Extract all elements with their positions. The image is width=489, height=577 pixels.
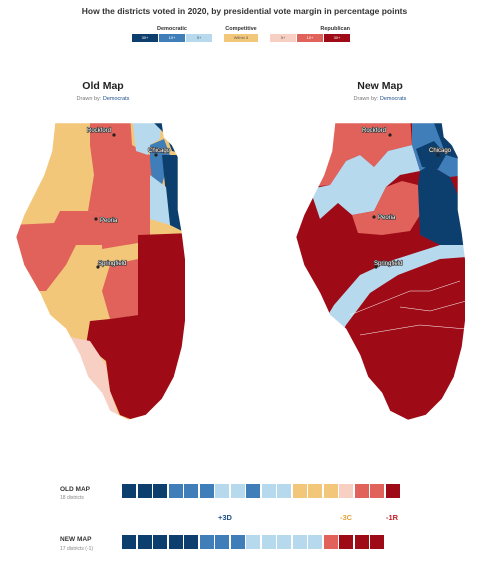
old-district-north-suburb: [132, 123, 162, 155]
old-district-south: [86, 233, 185, 420]
new-strip-change: (-1): [85, 546, 94, 552]
new-map-title: New Map: [357, 80, 403, 92]
old-map-title: Old Map: [82, 80, 124, 92]
new-map: Rockford Chicago Peoria Springfield: [295, 122, 465, 421]
old-map-outline: [15, 122, 185, 421]
new-springfield-marker: [374, 265, 378, 269]
old-strip-district-cell: [137, 484, 152, 498]
new-map-drawn-by-prefix: Drawn by:: [353, 96, 379, 102]
annotation-rep: -1R: [386, 513, 399, 522]
new-strip-label: NEW MAP: [60, 536, 92, 543]
new-district-peoria: [352, 181, 420, 235]
legend-dem-5: 5+: [186, 34, 212, 42]
new-strip-count: 17 districts: [60, 546, 84, 552]
old-peoria-marker: [94, 217, 98, 221]
new-strip-district-cell: [323, 535, 338, 549]
new-strip-district-cell: [370, 535, 384, 549]
new-chicago-marker: [436, 153, 440, 157]
old-strip-district-cell: [261, 484, 276, 498]
new-strip-district-cell: [215, 535, 229, 549]
new-strip-district-cell: [122, 535, 136, 549]
old-strip-sub: 18 districts: [60, 495, 84, 501]
old-map-drawn-by: Drawn by: Democrats: [28, 96, 178, 102]
legend-competitive-label: Competitive: [225, 26, 257, 32]
old-strip-district-cell: [184, 484, 198, 498]
old-district-strip: [122, 484, 400, 498]
chart-title: How the districts voted in 2020, by pres…: [81, 6, 408, 16]
new-strip-district-cell: [261, 535, 276, 549]
new-map-outline: [295, 122, 465, 421]
new-label-springfield: Springfield: [374, 261, 402, 267]
legend-competitive-within5: Within 5: [224, 34, 258, 42]
new-rockford-marker: [388, 133, 392, 137]
legend-dem-10: 10+: [159, 34, 185, 42]
old-strip-label: OLD MAP: [60, 486, 90, 493]
legend-rep-30: 30+: [324, 34, 350, 42]
old-label-springfield: Springfield: [98, 261, 126, 267]
new-strip-sub: 17 districts (-1): [60, 546, 93, 552]
new-strip-district-cell: [292, 535, 307, 549]
old-strip-district-cell: [215, 484, 229, 498]
new-strip-district-cell: [246, 535, 260, 549]
legend-competitive: Competitive Within 5: [224, 26, 258, 42]
new-strip-district-cell: [339, 535, 353, 549]
old-strip-district-cell: [230, 484, 245, 498]
new-district-chicago-south: [418, 165, 465, 245]
new-strip-district-cell: [277, 535, 291, 549]
old-district-springfield: [102, 259, 138, 319]
annotation-dem: +3D: [218, 513, 232, 522]
new-label-peoria: Peoria: [378, 215, 396, 221]
new-strip-district-cell: [308, 535, 322, 549]
old-strip-district-cell: [153, 484, 167, 498]
new-district-chicago-west: [416, 141, 446, 169]
new-district-northwest-corridor: [310, 145, 420, 219]
new-map-inner-borders: [349, 280, 465, 336]
new-peoria-marker: [372, 215, 376, 219]
new-label-rockford: Rockford: [362, 128, 386, 134]
old-strip-district-cell: [370, 484, 384, 498]
old-strip-district-cell: [385, 484, 400, 498]
old-strip-district-cell: [339, 484, 353, 498]
new-strip-district-cell: [199, 535, 214, 549]
legend-republican-label: Republican: [320, 26, 350, 32]
new-strip-district-cell: [230, 535, 245, 549]
old-springfield-marker: [96, 265, 100, 269]
legend-dem-30: 30+: [132, 34, 158, 42]
new-strip-district-cell: [168, 535, 183, 549]
old-map: Rockford Chicago Peoria Springfield: [15, 122, 185, 421]
old-strip-district-cell: [122, 484, 136, 498]
legend-republican: Republican 5+ 10+ 30+: [270, 26, 350, 42]
old-strip-district-cell: [277, 484, 291, 498]
annotation-competitive: -3C: [340, 513, 353, 522]
old-strip-district-cell: [168, 484, 183, 498]
old-strip-district-cell: [308, 484, 322, 498]
old-map-drawn-by-prefix: Drawn by:: [76, 96, 102, 102]
new-map-drawn-by: Drawn by: Democrats: [305, 96, 455, 102]
old-district-west-central: [16, 211, 102, 291]
new-strip-district-cell: [354, 535, 369, 549]
old-rockford-marker: [112, 133, 116, 137]
old-strip-district-cell: [292, 484, 307, 498]
old-strip-district-cell: [199, 484, 214, 498]
old-district-southwest-suburb: [150, 175, 170, 225]
old-strip-district-cell: [354, 484, 369, 498]
old-strip-district-cell: [323, 484, 338, 498]
old-label-chicago: Chicago: [148, 148, 171, 154]
old-map-drawn-by-party: Democrats: [102, 96, 130, 102]
old-label-peoria: Peoria: [100, 218, 118, 224]
legend-rep-10: 10+: [297, 34, 323, 42]
new-strip-district-cell: [153, 535, 167, 549]
legend-democratic: Democratic 30+ 10+ 5+: [132, 26, 212, 42]
new-strip-district-cell: [137, 535, 152, 549]
old-label-rockford: Rockford: [87, 128, 111, 134]
new-label-chicago: Chicago: [429, 148, 452, 154]
legend-rep-5: 5+: [270, 34, 296, 42]
legend-democratic-label: Democratic: [157, 26, 187, 32]
old-strip-district-cell: [246, 484, 260, 498]
new-strip-district-cell: [184, 535, 198, 549]
old-chicago-marker: [154, 153, 158, 157]
new-map-drawn-by-party: Democrats: [379, 96, 407, 102]
new-district-strip: [122, 535, 384, 549]
